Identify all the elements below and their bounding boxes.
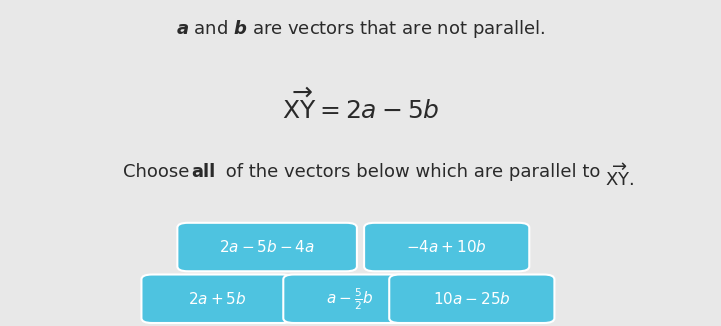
FancyBboxPatch shape <box>141 274 292 323</box>
Text: $a - \frac{5}{2}b$: $a - \frac{5}{2}b$ <box>326 286 373 312</box>
Text: $\bfit{a}$ and $\bfit{b}$ are vectors that are not parallel.: $\bfit{a}$ and $\bfit{b}$ are vectors th… <box>176 18 545 39</box>
Text: of the vectors below which are parallel to: of the vectors below which are parallel … <box>221 163 606 181</box>
Text: $\overrightarrow{\rm XY}$.: $\overrightarrow{\rm XY}$. <box>605 163 634 190</box>
FancyBboxPatch shape <box>364 223 529 271</box>
Text: $\overrightarrow{\rm XY} = 2a - 5b$: $\overrightarrow{\rm XY} = 2a - 5b$ <box>282 89 439 125</box>
FancyBboxPatch shape <box>177 223 357 271</box>
Text: $-4a + 10b$: $-4a + 10b$ <box>406 239 487 255</box>
Text: $10a - 25b$: $10a - 25b$ <box>433 291 510 307</box>
FancyBboxPatch shape <box>389 274 554 323</box>
Text: Choose: Choose <box>123 163 195 181</box>
Text: all: all <box>192 163 216 181</box>
Text: $2a - 5b - 4a$: $2a - 5b - 4a$ <box>219 239 315 255</box>
Text: $2a + 5b$: $2a + 5b$ <box>187 291 246 307</box>
FancyBboxPatch shape <box>283 274 416 323</box>
